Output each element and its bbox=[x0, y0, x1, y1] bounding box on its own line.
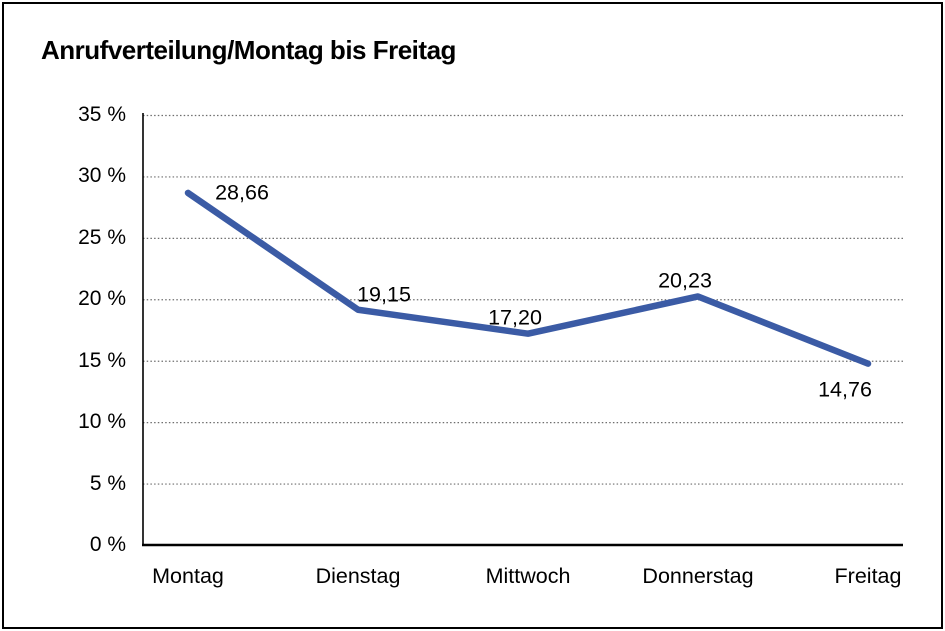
chart-title: Anrufverteilung/Montag bis Freitag bbox=[41, 35, 456, 65]
chart-line-series bbox=[184, 189, 872, 367]
x-axis-category-label: Dienstag bbox=[315, 564, 401, 588]
y-axis-tick-label: 20 % bbox=[78, 287, 126, 311]
x-axis-category-label: Mittwoch bbox=[485, 564, 571, 588]
x-axis-category-label: Freitag bbox=[834, 564, 902, 588]
y-axis-tick-label: 35 % bbox=[78, 103, 126, 126]
y-axis-tick-label: 0 % bbox=[89, 533, 126, 556]
y-axis-tick-label: 30 % bbox=[78, 164, 126, 188]
y-axis-tick-label: 15 % bbox=[78, 348, 126, 372]
data-point-label: 28,66 bbox=[215, 180, 269, 205]
data-point-label: 14,76 bbox=[818, 377, 872, 402]
data-point-label: 20,23 bbox=[658, 268, 712, 293]
y-axis-tick-label: 25 % bbox=[78, 225, 126, 249]
y-axis-tick-label: 10 % bbox=[78, 410, 126, 434]
y-axis-tick-label: 5 % bbox=[89, 471, 126, 495]
data-point-label: 17,20 bbox=[488, 305, 542, 330]
x-axis-category-label: Montag bbox=[152, 564, 224, 588]
data-point-label: 19,15 bbox=[357, 282, 411, 307]
x-axis-category-label: Donnerstag bbox=[642, 564, 754, 588]
